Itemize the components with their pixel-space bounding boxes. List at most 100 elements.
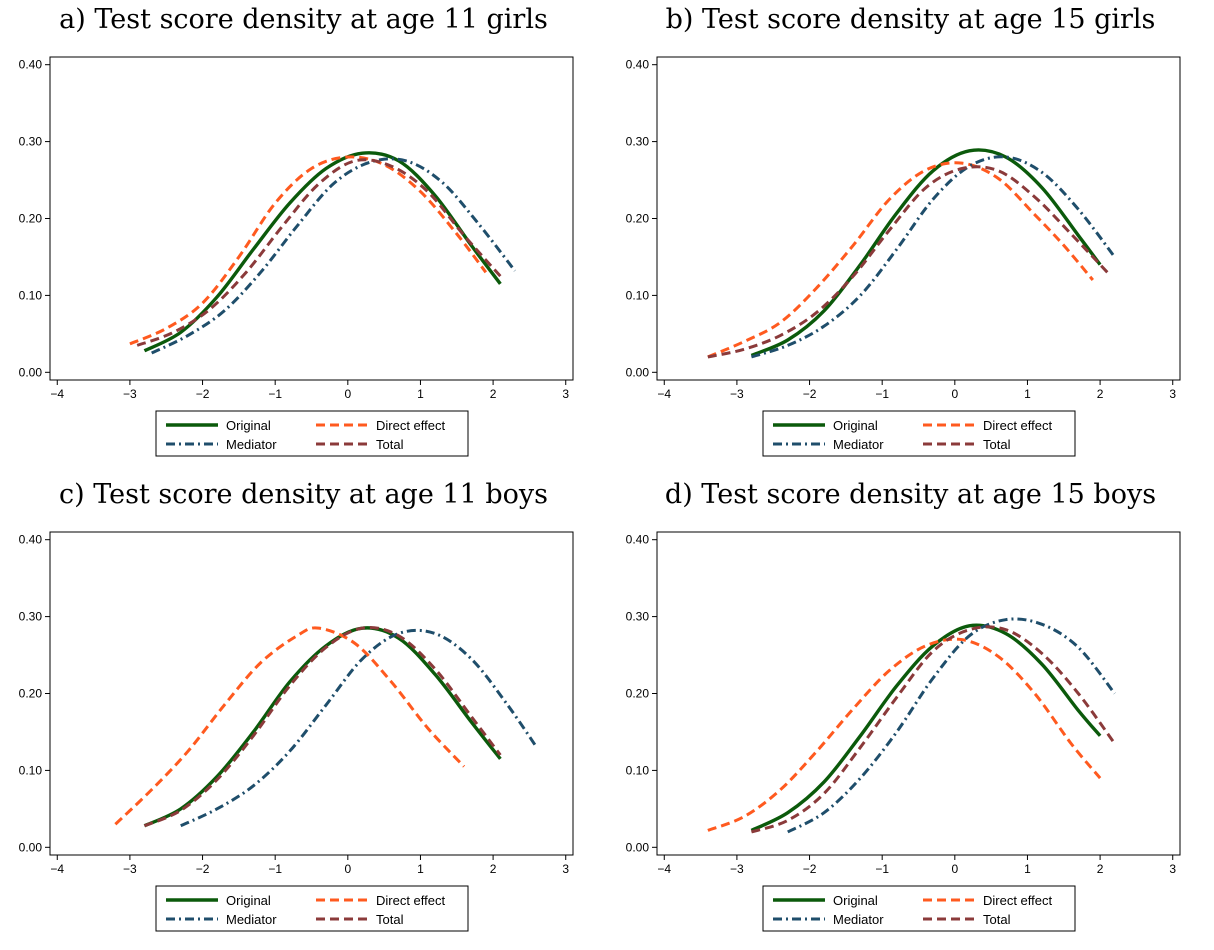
x-tick-label: −2 bbox=[196, 387, 210, 401]
x-tick-label: −3 bbox=[123, 387, 137, 401]
x-tick-label: 0 bbox=[344, 387, 351, 401]
series-line-mediator bbox=[750, 155, 1116, 359]
legend-label: Direct effect bbox=[983, 893, 1053, 908]
x-tick-label: −3 bbox=[730, 862, 744, 876]
y-tick-label: 0.40 bbox=[626, 58, 650, 72]
legend-label: Original bbox=[226, 418, 271, 433]
legend-label: Original bbox=[833, 418, 878, 433]
series-line-original bbox=[750, 148, 1102, 357]
legend-label: Total bbox=[376, 437, 404, 452]
plot-frame bbox=[656, 531, 1181, 856]
legend-box bbox=[762, 885, 1076, 932]
panel-b: b) Test score density at age 15 girls 0.… bbox=[607, 0, 1214, 475]
y-tick-label: 0.10 bbox=[19, 288, 43, 302]
y-tick-label: 0.20 bbox=[19, 212, 43, 226]
y-tick-label: 0.20 bbox=[626, 212, 650, 226]
series-line-total bbox=[143, 626, 502, 828]
y-tick-label: 0.10 bbox=[626, 763, 650, 777]
x-tick-label: 2 bbox=[1097, 862, 1104, 876]
panel-title: c) Test score density at age 11 boys bbox=[58, 479, 548, 510]
series-line-mediator bbox=[787, 617, 1116, 834]
x-tick-label: −4 bbox=[657, 387, 671, 401]
y-tick-label: 0.40 bbox=[19, 533, 43, 547]
legend-label: Direct effect bbox=[376, 418, 446, 433]
density-chart: 0.00 0.10 0.20 0.30 0.40 −4 −3 −2 −1 0 1 2 3 Original… bbox=[626, 56, 1181, 457]
x-tick-label: −4 bbox=[657, 862, 671, 876]
panel-a: a) Test score density at age 11 girls 0.… bbox=[0, 0, 607, 475]
x-tick-label: 0 bbox=[951, 387, 958, 401]
series-line-direct-effect bbox=[129, 155, 488, 346]
legend-label: Mediator bbox=[226, 437, 277, 452]
legend-label: Original bbox=[226, 893, 271, 908]
series-line-total bbox=[750, 625, 1116, 834]
x-tick-label: −1 bbox=[268, 862, 282, 876]
x-tick-label: 3 bbox=[562, 862, 569, 876]
y-tick-label: 0.10 bbox=[626, 288, 650, 302]
panel-title: a) Test score density at age 11 girls bbox=[59, 4, 548, 35]
y-tick-label: 0.30 bbox=[626, 135, 650, 149]
density-chart: 0.00 0.10 0.20 0.30 0.40 −4 −3 −2 −1 0 1 2 3 Original… bbox=[626, 531, 1181, 932]
x-tick-label: 1 bbox=[417, 387, 424, 401]
y-tick-label: 0.20 bbox=[626, 687, 650, 701]
y-tick-label: 0.40 bbox=[19, 58, 43, 72]
x-tick-label: −1 bbox=[875, 862, 889, 876]
series-line-direct-effect bbox=[707, 637, 1102, 832]
legend-label: Total bbox=[376, 912, 404, 927]
panel-c: c) Test score density at age 11 boys 0.0… bbox=[0, 475, 607, 950]
series-line-direct-effect bbox=[707, 161, 1094, 359]
y-tick-label: 0.00 bbox=[19, 365, 43, 379]
x-tick-label: −4 bbox=[50, 387, 64, 401]
series-line-original bbox=[750, 623, 1102, 832]
x-tick-label: −4 bbox=[50, 862, 64, 876]
legend-label: Direct effect bbox=[983, 418, 1053, 433]
x-tick-label: 1 bbox=[1024, 862, 1031, 876]
legend-box bbox=[762, 410, 1076, 457]
x-tick-label: −3 bbox=[123, 862, 137, 876]
legend-label: Mediator bbox=[226, 912, 277, 927]
legend-box bbox=[155, 410, 469, 457]
series-line-mediator bbox=[151, 157, 517, 355]
x-tick-label: 1 bbox=[1024, 387, 1031, 401]
x-tick-label: 0 bbox=[951, 862, 958, 876]
x-tick-label: −3 bbox=[730, 387, 744, 401]
density-chart: 0.00 0.10 0.20 0.30 0.40 −4 −3 −2 −1 0 1 2 3 Original… bbox=[19, 56, 574, 457]
x-tick-label: 3 bbox=[562, 387, 569, 401]
legend-label: Total bbox=[983, 912, 1011, 927]
plot-frame bbox=[49, 531, 574, 856]
panel-title: b) Test score density at age 15 girls bbox=[665, 4, 1156, 35]
legend-label: Direct effect bbox=[376, 893, 446, 908]
x-tick-label: 2 bbox=[490, 387, 497, 401]
series-line-total bbox=[707, 165, 1109, 359]
series-line-original bbox=[143, 151, 502, 353]
x-tick-label: 1 bbox=[417, 862, 424, 876]
y-tick-label: 0.20 bbox=[19, 687, 43, 701]
density-chart: 0.00 0.10 0.20 0.30 0.40 −4 −3 −2 −1 0 1 2 3 Original… bbox=[19, 531, 574, 932]
series-line-direct-effect bbox=[114, 626, 466, 826]
y-tick-label: 0.30 bbox=[19, 135, 43, 149]
y-tick-label: 0.30 bbox=[19, 610, 43, 624]
x-tick-label: −2 bbox=[803, 862, 817, 876]
x-tick-label: −1 bbox=[268, 387, 282, 401]
x-tick-label: 2 bbox=[490, 862, 497, 876]
x-tick-label: 3 bbox=[1169, 862, 1176, 876]
legend-label: Original bbox=[833, 893, 878, 908]
x-tick-label: −2 bbox=[803, 387, 817, 401]
legend-label: Total bbox=[983, 437, 1011, 452]
panel-d: d) Test score density at age 15 boys 0.0… bbox=[607, 475, 1214, 950]
x-tick-label: −2 bbox=[196, 862, 210, 876]
legend-box bbox=[155, 885, 469, 932]
panel-title: d) Test score density at age 15 boys bbox=[664, 479, 1157, 510]
legend-label: Mediator bbox=[833, 437, 884, 452]
y-tick-label: 0.00 bbox=[626, 840, 650, 854]
y-tick-label: 0.10 bbox=[19, 763, 43, 777]
y-tick-label: 0.00 bbox=[19, 840, 43, 854]
series-line-mediator bbox=[180, 628, 538, 828]
legend-label: Mediator bbox=[833, 912, 884, 927]
x-tick-label: 2 bbox=[1097, 387, 1104, 401]
x-tick-label: 0 bbox=[344, 862, 351, 876]
x-tick-label: −1 bbox=[875, 387, 889, 401]
y-tick-label: 0.30 bbox=[626, 610, 650, 624]
plot-frame bbox=[49, 56, 574, 381]
y-tick-label: 0.40 bbox=[626, 533, 650, 547]
y-tick-label: 0.00 bbox=[626, 365, 650, 379]
